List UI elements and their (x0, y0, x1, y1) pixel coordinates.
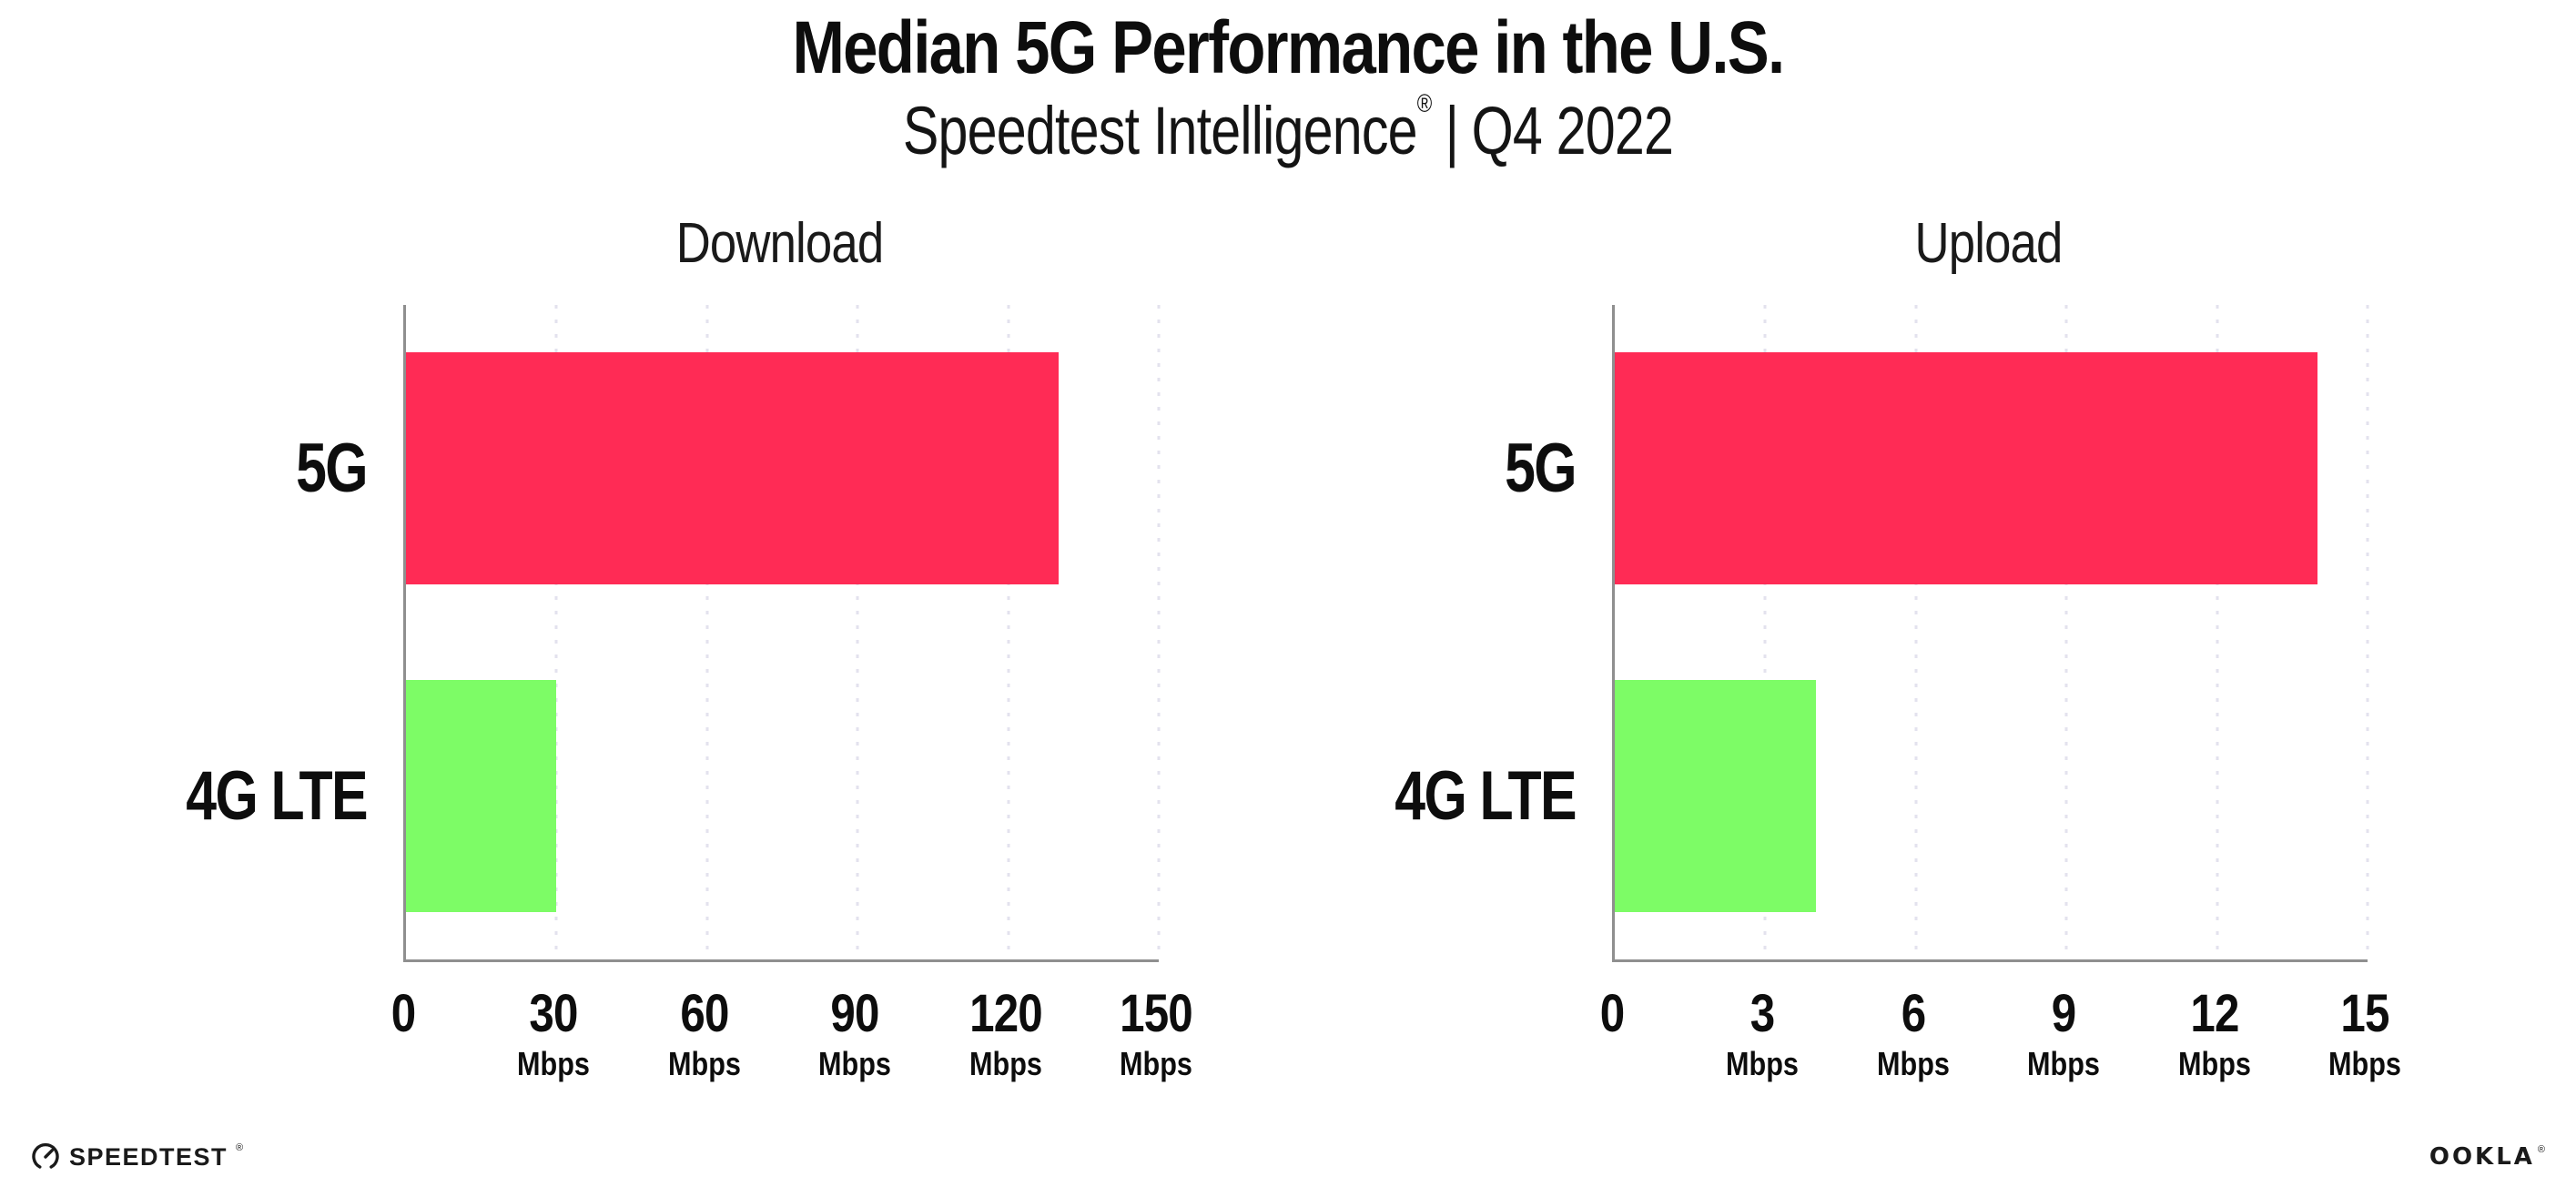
category-labels: 5G 4G LTE (118, 305, 369, 959)
x-tick-value: 9 (2051, 984, 2076, 1043)
chart-title: Download (675, 212, 884, 275)
x-tick-value: 15 (2340, 984, 2389, 1043)
x-tick: 15 Mbps (2328, 988, 2401, 1080)
x-tick: 0 (391, 988, 416, 1040)
x-tick-value: 30 (529, 984, 579, 1043)
x-tick: 0 (1600, 988, 1625, 1040)
gridline (856, 305, 859, 959)
category-labels: 5G 4G LTE (1327, 305, 1577, 959)
x-tick-value: 0 (390, 984, 416, 1043)
ookla-logo: OOKLA ® (2429, 1143, 2545, 1171)
registered-mark: ® (1416, 89, 1433, 117)
page-title: Median 5G Performance in the U.S. (792, 6, 1785, 89)
x-tick: 150 Mbps (1120, 984, 1193, 1082)
x-tick-unit: Mbps (667, 1045, 741, 1082)
x-tick-unit: Mbps (2328, 1045, 2401, 1082)
bar-5g (1615, 352, 2317, 585)
x-tick-value: 0 (1599, 984, 1625, 1043)
x-tick: 120 Mbps (969, 984, 1043, 1082)
gridline (2064, 305, 2068, 959)
page-subtitle: Speedtest Intelligence® | Q4 2022 (258, 89, 2318, 169)
x-tick-value: 6 (1901, 984, 1926, 1043)
bar-4g-lte (1615, 679, 1816, 912)
x-tick-unit: Mbps (818, 1045, 892, 1082)
x-tick-unit: Mbps (2177, 1045, 2251, 1082)
x-tick-value: 60 (680, 984, 729, 1043)
x-tick: 6 Mbps (1877, 988, 1950, 1080)
ookla-logo-text: OOKLA (2429, 1143, 2535, 1171)
plot-area (1612, 305, 2369, 962)
speedtest-registered-mark: ® (236, 1142, 244, 1153)
x-tick: 30 Mbps (517, 988, 590, 1080)
gridline (1157, 305, 1161, 959)
category-label-4g-lte: 4G LTE (186, 756, 368, 835)
bar-band (1615, 305, 2368, 633)
x-tick: 60 Mbps (668, 988, 741, 1080)
bar-4g-lte (406, 679, 557, 912)
bar-band (406, 633, 1159, 960)
speedtest-logo: SPEEDTEST ® (30, 1141, 243, 1172)
bar-5g (406, 352, 1059, 585)
category-label-5g: 5G (1505, 430, 1577, 508)
x-tick-unit: Mbps (517, 1045, 591, 1082)
x-tick: 12 Mbps (2178, 988, 2251, 1080)
x-tick-unit: Mbps (1876, 1045, 1950, 1082)
chart-title: Upload (1914, 212, 2064, 275)
x-tick-value: 150 (1120, 984, 1193, 1043)
subtitle-separator: | (1445, 93, 1459, 168)
x-tick-value: 90 (830, 984, 880, 1043)
bar-band (406, 305, 1159, 633)
subtitle-period: Q4 2022 (1471, 93, 1674, 168)
x-tick-value: 3 (1750, 984, 1775, 1043)
gridline (1763, 305, 1767, 959)
x-tick: 90 Mbps (818, 988, 891, 1080)
gridline (2216, 305, 2219, 959)
category-label-5g: 5G (296, 430, 369, 508)
gridline (2366, 305, 2369, 959)
x-tick-unit: Mbps (1120, 1045, 1192, 1082)
x-axis-labels: 0 3 Mbps 6 Mbps 9 Mbps 12 Mbps 15 Mbps (1600, 988, 2401, 1097)
plot-area (403, 305, 1161, 962)
subtitle-brand: Speedtest Intelligence (902, 93, 1418, 168)
gridline (1007, 305, 1010, 959)
download-chart: Download 5G 4G LTE 0 30 Mbps 60 Mbps 90 Mbps 120… (118, 200, 1193, 1097)
x-tick: 3 Mbps (1726, 988, 1799, 1080)
x-tick-unit: Mbps (2027, 1045, 2101, 1082)
speedtest-gauge-icon (30, 1141, 61, 1172)
upload-chart: Upload 5G 4G LTE 0 3 Mbps 6 Mbps 9 Mbps 12 Mbps 15… (1327, 200, 2401, 1097)
bar-band (1615, 633, 2368, 960)
category-label-4g-lte: 4G LTE (1394, 756, 1577, 835)
x-tick: 9 Mbps (2027, 988, 2100, 1080)
x-tick-value: 12 (2190, 984, 2239, 1043)
x-tick-value: 120 (969, 984, 1043, 1043)
speedtest-logo-text: SPEEDTEST (69, 1142, 228, 1171)
x-axis-labels: 0 30 Mbps 60 Mbps 90 Mbps 120 Mbps 150 Mbps (391, 984, 1193, 1097)
ookla-registered-mark: ® (2537, 1144, 2545, 1155)
x-tick-unit: Mbps (969, 1045, 1042, 1082)
gridline (1914, 305, 1918, 959)
gridline (554, 305, 558, 959)
gridline (705, 305, 709, 959)
x-tick-unit: Mbps (1726, 1045, 1800, 1082)
